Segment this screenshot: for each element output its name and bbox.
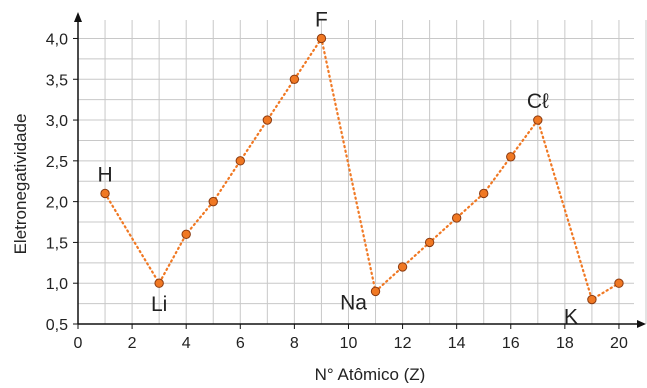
point-label: Na bbox=[340, 291, 367, 314]
x-tick-label: 2 bbox=[128, 335, 137, 352]
y-tick-label: 2,5 bbox=[46, 154, 68, 171]
y-axis-arrow bbox=[74, 12, 82, 22]
data-point bbox=[614, 278, 624, 288]
grid bbox=[78, 20, 647, 324]
data-point bbox=[587, 294, 597, 305]
x-axis-arrow bbox=[637, 320, 646, 328]
y-tick-label: 1,5 bbox=[46, 235, 68, 252]
data-point bbox=[100, 188, 110, 199]
data-point bbox=[424, 237, 435, 248]
point-label: Li bbox=[151, 293, 167, 316]
axes: 0 2 4 6 8 10 12 14 16 18 20 0,5 1,0 1,5 2,0 2,5 3,0 3,5 4,… bbox=[46, 12, 646, 352]
y-tick-label: 3,5 bbox=[46, 72, 68, 89]
data-point bbox=[316, 33, 327, 44]
x-tick-label: 14 bbox=[448, 335, 466, 352]
series-line-layer bbox=[103, 35, 621, 302]
data-point bbox=[154, 278, 164, 288]
data-point bbox=[370, 286, 381, 297]
x-tick-label: 16 bbox=[502, 335, 520, 352]
y-tick-label: 3,0 bbox=[46, 113, 68, 130]
x-tick-label: 12 bbox=[394, 335, 412, 352]
y-axis-label: Eletronegatividade bbox=[11, 114, 30, 255]
data-points bbox=[100, 33, 624, 305]
data-point bbox=[451, 213, 462, 223]
series-line bbox=[103, 35, 621, 302]
y-tick-label: 1,0 bbox=[46, 276, 68, 293]
data-point bbox=[289, 74, 300, 84]
x-tick-label: 0 bbox=[74, 335, 83, 352]
data-point bbox=[397, 262, 408, 272]
x-tick-label: 10 bbox=[340, 335, 358, 352]
x-tick-label: 4 bbox=[182, 335, 191, 352]
point-label: Cℓ bbox=[527, 90, 549, 113]
data-point bbox=[181, 229, 191, 239]
y-tick-label: 4,0 bbox=[46, 31, 68, 48]
data-point bbox=[479, 188, 489, 199]
x-tick-label: 6 bbox=[236, 335, 245, 352]
point-label: F bbox=[315, 8, 328, 31]
y-tick-label: 0,5 bbox=[46, 317, 68, 334]
x-tick-label: 20 bbox=[610, 335, 628, 352]
x-tick-label: 18 bbox=[556, 335, 574, 352]
data-point bbox=[533, 115, 543, 125]
data-point bbox=[506, 152, 516, 162]
point-label: H bbox=[97, 163, 112, 186]
data-point bbox=[262, 115, 273, 125]
point-label: K bbox=[564, 306, 578, 329]
data-point bbox=[235, 156, 245, 166]
point-labels: H Li F Na Cℓ K bbox=[97, 8, 577, 328]
x-axis-label: N° Atômico (Z) bbox=[315, 365, 426, 383]
data-point bbox=[208, 196, 218, 207]
x-tick-label: 8 bbox=[290, 335, 299, 352]
y-tick-label: 2,0 bbox=[46, 195, 68, 212]
